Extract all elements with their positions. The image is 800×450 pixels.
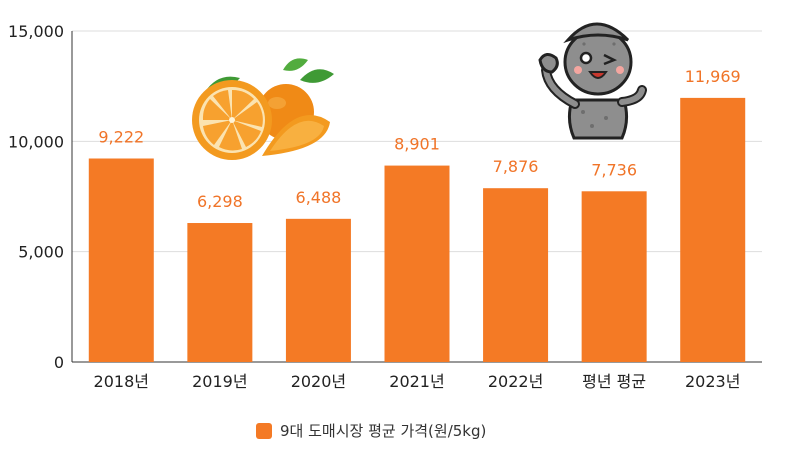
y-tick-label: 0 (54, 353, 64, 372)
y-tick-label: 10,000 (8, 132, 64, 151)
legend-label: 9대 도매시장 평균 가격(원/5kg) (280, 422, 487, 440)
bar (680, 97, 746, 362)
tangerines-illustration (192, 58, 334, 160)
x-tick-label: 평년 평균 (582, 372, 646, 391)
legend-swatch (256, 422, 272, 439)
y-tick-label: 5,000 (18, 243, 64, 262)
data-label: 7,876 (493, 157, 539, 176)
bar (187, 223, 253, 362)
bar (285, 218, 351, 362)
data-label: 8,901 (394, 135, 440, 154)
data-label: 7,736 (591, 160, 637, 179)
x-tick-label: 2018년 (94, 372, 149, 391)
bar (384, 165, 450, 362)
bar (483, 188, 549, 362)
stone-grandfather-mascot (538, 22, 647, 140)
bars (88, 97, 746, 362)
y-tick-label: 15,000 (8, 22, 64, 41)
bar (88, 158, 154, 362)
legend: 9대 도매시장 평균 가격(원/5kg) (256, 420, 486, 441)
bar (581, 191, 647, 362)
data-labels: 9,222 6,298 6,488 8,901 7,876 7,736 11,969 (98, 67, 740, 211)
x-tick-label: 2021년 (389, 372, 444, 391)
x-tick-label: 2020년 (291, 372, 346, 391)
x-tick-label: 2022년 (488, 372, 543, 391)
x-tick-label: 2023년 (685, 372, 740, 391)
data-label: 6,488 (296, 188, 342, 207)
y-tick-labels: 0 5,000 10,000 15,000 (8, 22, 64, 372)
x-tick-labels: 2018년 2019년 2020년 2021년 2022년 평년 평균 2023년 (94, 372, 741, 391)
data-label: 6,298 (197, 192, 243, 211)
data-label: 9,222 (98, 128, 144, 147)
data-label: 11,969 (685, 67, 741, 86)
x-tick-label: 2019년 (192, 372, 247, 391)
